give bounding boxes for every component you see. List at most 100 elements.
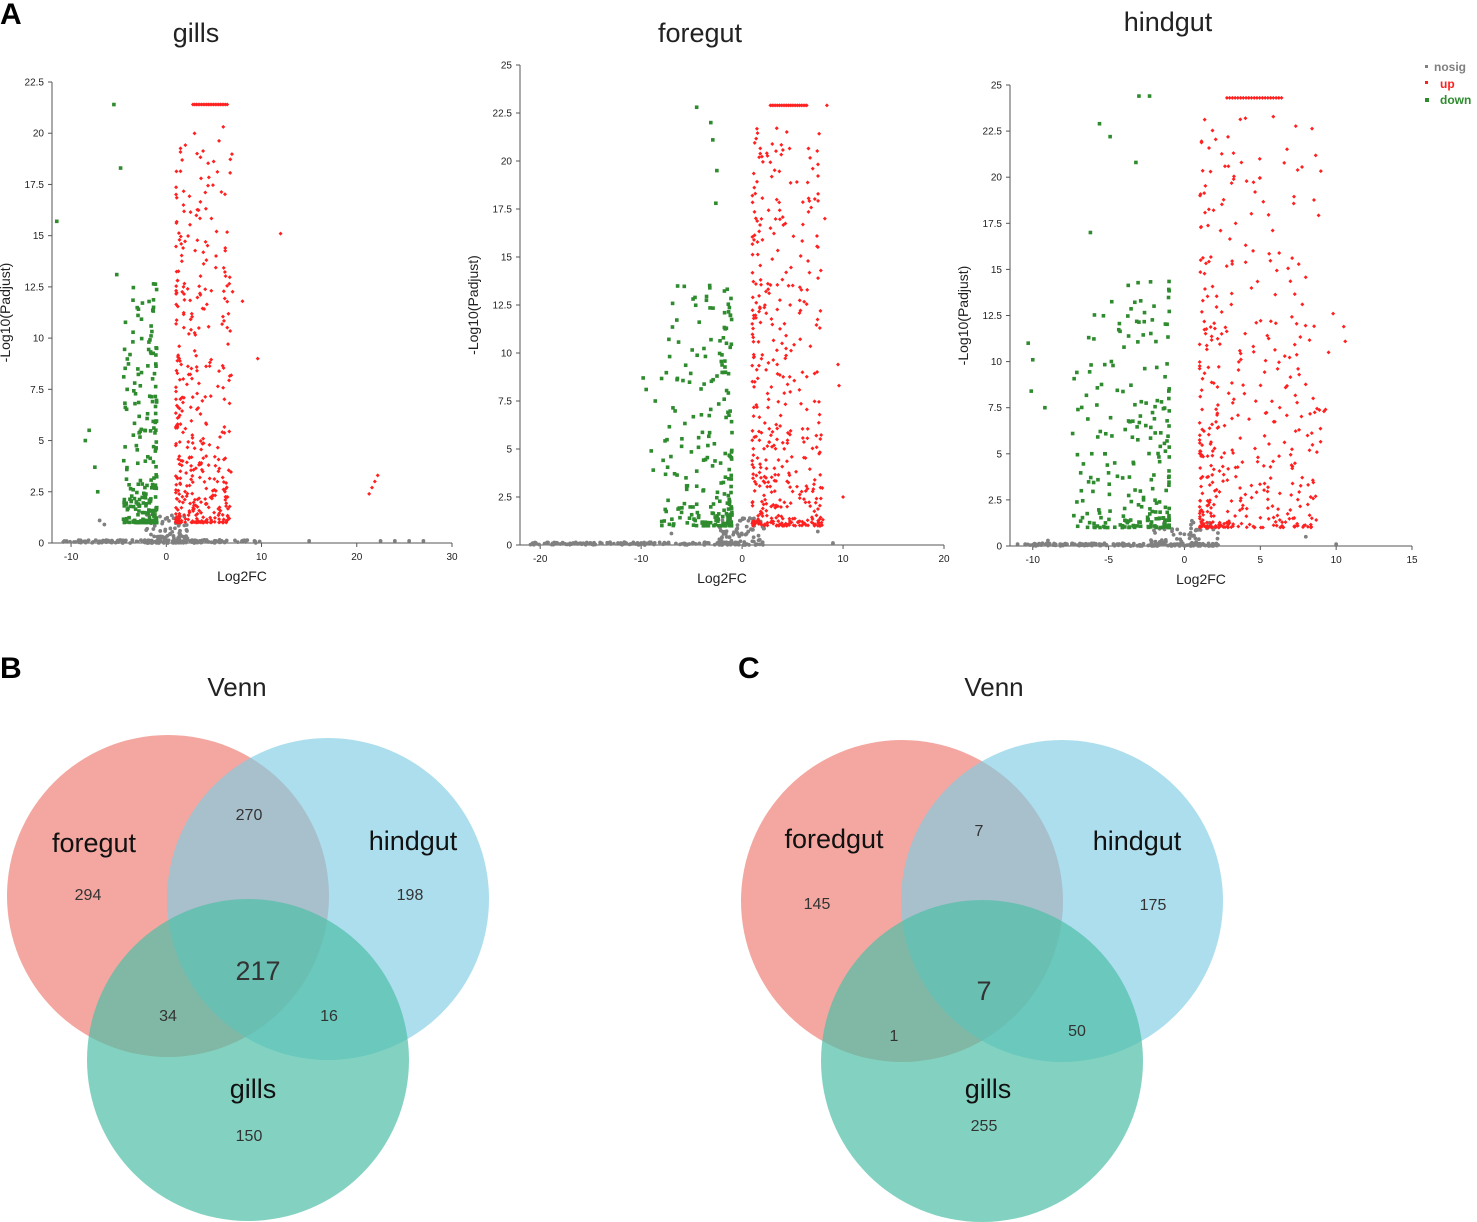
down-point: [1147, 451, 1151, 456]
down-point: [707, 434, 711, 439]
down-point: [154, 362, 158, 366]
up-point: [194, 364, 199, 369]
up-point: [1207, 426, 1212, 431]
up-point: [1298, 483, 1303, 488]
up-point: [1227, 95, 1232, 100]
down-point: [695, 353, 699, 358]
up-point: [1247, 522, 1252, 527]
nosig-point: [678, 542, 682, 547]
up-point: [189, 311, 194, 316]
down-point: [138, 435, 142, 439]
down-point: [151, 508, 155, 513]
up-point: [1268, 476, 1273, 481]
y-tick-label: 10: [33, 334, 45, 345]
y-tick-label: 0: [506, 541, 512, 552]
up-point: [199, 500, 204, 505]
nosig-point: [1038, 542, 1042, 547]
up-point: [1197, 525, 1202, 530]
up-point: [774, 197, 779, 202]
up-point: [759, 154, 764, 159]
down-point: [139, 317, 144, 322]
up-point: [1206, 432, 1211, 437]
down-point: [151, 460, 156, 464]
up-point: [754, 126, 759, 131]
up-point: [190, 480, 195, 485]
down-point: [1097, 508, 1101, 512]
down-point: [1157, 455, 1161, 459]
up-point: [805, 426, 810, 431]
up-point: [1311, 396, 1316, 401]
up-point: [759, 499, 764, 504]
up-point: [1215, 336, 1220, 341]
venn-b-label-hindgut: hindgut: [369, 826, 458, 856]
up-point: [175, 507, 180, 512]
up-point: [220, 520, 225, 525]
down-point: [150, 482, 155, 487]
up-point: [174, 321, 179, 326]
down-point: [154, 446, 158, 451]
up-point: [1231, 397, 1236, 402]
nosig-point: [706, 541, 711, 545]
nosig-point: [145, 526, 150, 531]
up-point: [1309, 431, 1314, 436]
down-point: [137, 509, 141, 513]
up-point: [173, 411, 178, 416]
up-point: [757, 293, 762, 298]
down-point: [688, 371, 693, 376]
up-point: [816, 420, 821, 425]
down-point: [143, 459, 148, 463]
up-point: [1203, 261, 1208, 266]
nosig-point: [1216, 531, 1220, 535]
up-point: [788, 180, 793, 185]
up-point: [774, 523, 779, 528]
down-point: [1084, 393, 1089, 398]
up-point: [758, 263, 763, 268]
down-point: [684, 476, 688, 480]
up-point: [814, 322, 819, 327]
up-point: [799, 287, 804, 292]
down-point: [701, 458, 706, 462]
up-point: [1198, 508, 1203, 513]
down-point: [680, 437, 684, 441]
up-point: [769, 475, 774, 480]
down-point: [145, 411, 150, 416]
nosig-point: [560, 541, 565, 546]
venn-c-label-gills: gills: [965, 1074, 1012, 1104]
up-point: [797, 523, 802, 528]
down-point: [1158, 525, 1163, 530]
venn-b-title: Venn: [207, 672, 266, 702]
up-point: [1238, 496, 1243, 501]
up-point: [204, 501, 209, 506]
y-axis-label: -Log10(Padjust): [955, 266, 971, 366]
down-point: [1107, 492, 1112, 497]
up-point: [1268, 464, 1273, 469]
down-point: [1161, 525, 1165, 530]
down-point: [707, 413, 712, 418]
up-point: [180, 500, 185, 505]
down-point: [1154, 516, 1158, 521]
up-point: [205, 243, 210, 248]
up-point: [1247, 417, 1252, 422]
nosig-point: [747, 516, 752, 521]
up-point: [226, 311, 231, 316]
y-tick-label: 22.5: [25, 78, 45, 89]
nosig-point: [167, 518, 171, 523]
down-point: [124, 477, 129, 481]
up-point: [240, 299, 245, 304]
up-point: [766, 360, 771, 365]
down-point: [729, 490, 733, 495]
down-point: [716, 523, 721, 528]
up-point: [1214, 419, 1219, 424]
down-point: [713, 522, 718, 527]
up-point: [1208, 169, 1213, 174]
up-point: [764, 501, 769, 506]
up-point: [177, 440, 182, 445]
down-point: [123, 519, 128, 524]
x-tick-label: 0: [739, 554, 745, 565]
up-point: [1200, 376, 1205, 381]
down-point: [711, 377, 715, 382]
up-point: [1198, 270, 1203, 275]
up-point: [1235, 95, 1240, 100]
up-point: [755, 455, 760, 460]
up-point: [1236, 368, 1241, 373]
